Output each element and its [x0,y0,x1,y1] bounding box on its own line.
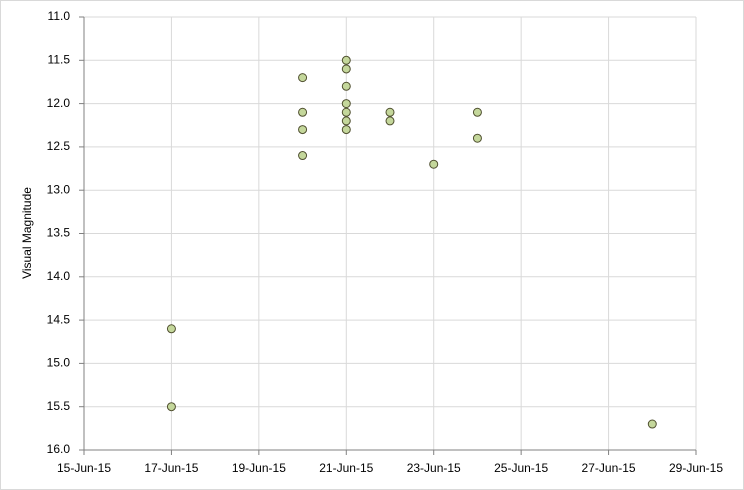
x-tick-label: 17-Jun-15 [144,461,198,475]
point [472,107,482,117]
point [472,133,482,143]
x-tick-label: 29-Jun-15 [669,461,723,475]
x-tick-label: 19-Jun-15 [232,461,286,475]
y-tick-label: 11.5 [48,52,71,66]
point [341,125,351,135]
point [341,55,351,65]
point [341,107,351,117]
point [298,125,308,135]
x-tick-label: 21-Jun-15 [319,461,373,475]
point [429,159,439,169]
y-tick-label: 14.5 [47,312,71,326]
point [166,402,176,412]
point [166,324,176,334]
point [385,107,395,117]
y-tick-label: 14.0 [47,269,71,283]
point [341,99,351,109]
y-tick-label: 12.5 [47,139,71,153]
point [341,116,351,126]
point [647,419,657,429]
x-tick-label: 27-Jun-15 [582,461,636,475]
y-tick-label: 15.5 [47,399,71,413]
y-tick-label: 12.0 [47,96,71,110]
y-tick-label: 13.5 [47,226,71,240]
x-tick-label: 23-Jun-15 [407,461,461,475]
x-tick-label: 15-Jun-15 [57,461,111,475]
y-axis-label: Visual Magnitude [20,187,34,279]
point [298,73,308,83]
point [385,116,395,126]
y-tick-label: 13.0 [47,182,71,196]
point [298,151,308,161]
point [341,81,351,91]
y-tick-label: 16.0 [47,442,71,456]
point [341,64,351,74]
x-tick-label: 25-Jun-15 [494,461,548,475]
y-tick-label: 15.0 [47,356,71,370]
y-tick-label: 11.0 [48,9,71,23]
point [298,107,308,117]
